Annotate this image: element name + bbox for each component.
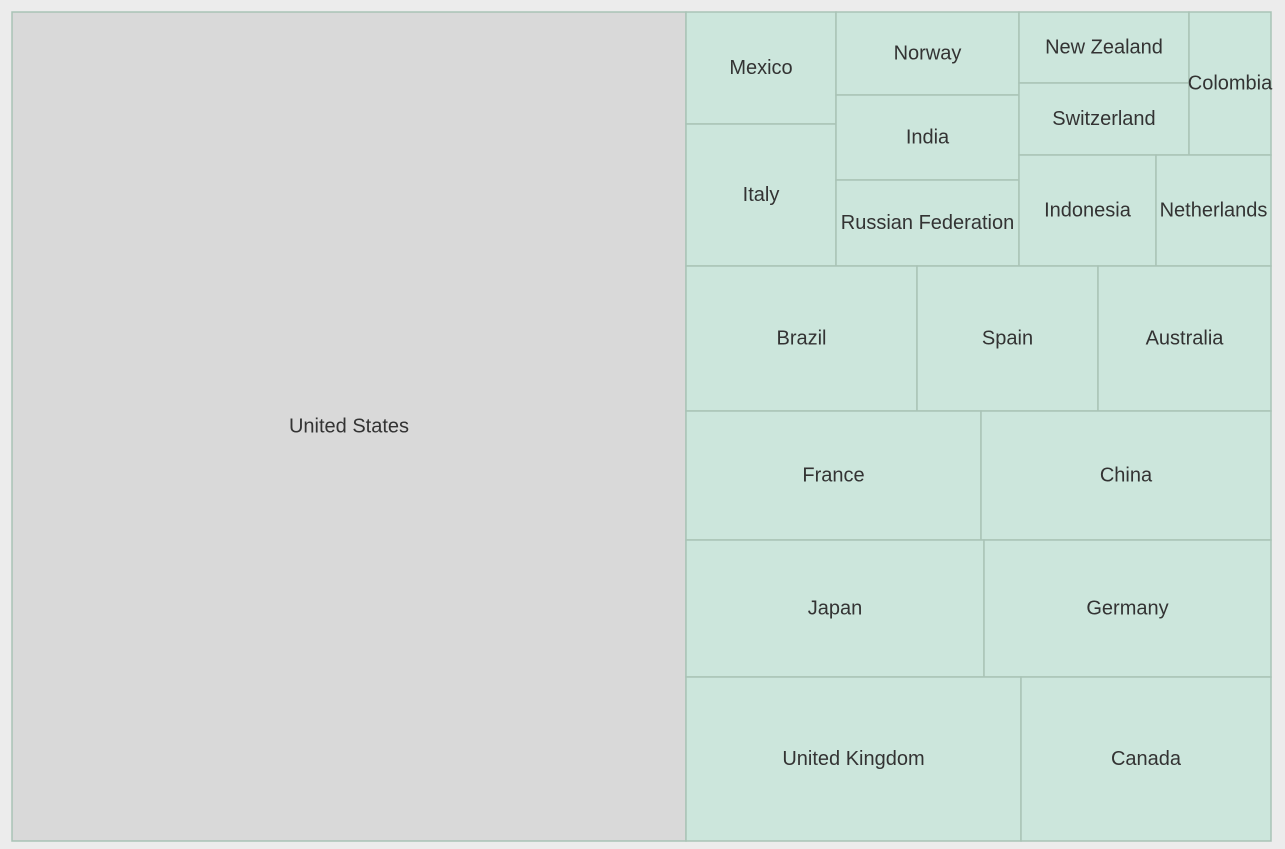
treemap-cell-united-kingdom[interactable]: United Kingdom — [685, 676, 1022, 842]
treemap-cell-rect[interactable] — [1020, 676, 1272, 842]
treemap-cell-label: India — [906, 127, 950, 149]
treemap-cell-label: Spain — [982, 328, 1033, 350]
treemap-cell-label: New Zealand — [1045, 37, 1163, 59]
treemap-cell-label: Netherlands — [1160, 200, 1268, 222]
treemap-cell-rect[interactable] — [1018, 11, 1190, 84]
treemap-cell-label: China — [1100, 465, 1153, 487]
treemap-cell-colombia[interactable]: Colombia — [1188, 11, 1273, 156]
treemap-cell-label: Australia — [1146, 328, 1225, 350]
treemap-cell-label: United States — [289, 416, 409, 438]
treemap-cell-india[interactable]: India — [835, 94, 1020, 181]
treemap-cell-rect[interactable] — [685, 410, 982, 541]
treemap-cell-spain[interactable]: Spain — [916, 265, 1099, 412]
treemap-cell-label: Italy — [743, 184, 780, 206]
treemap-cell-rect[interactable] — [983, 539, 1272, 678]
treemap-cell-australia[interactable]: Australia — [1097, 265, 1272, 412]
treemap-cell-france[interactable]: France — [685, 410, 982, 541]
treemap-cell-norway[interactable]: Norway — [835, 11, 1020, 96]
treemap-cell-rect[interactable] — [1018, 154, 1157, 267]
treemap-cell-canada[interactable]: Canada — [1020, 676, 1272, 842]
treemap-cell-japan[interactable]: Japan — [685, 539, 985, 678]
treemap-cell-label: United Kingdom — [782, 748, 924, 770]
treemap-cells: United States Mexico Italy Norway India Russi… — [11, 11, 1273, 842]
treemap-cell-switzerland[interactable]: Switzerland — [1018, 82, 1190, 156]
treemap-cell-rect[interactable] — [1097, 265, 1272, 412]
treemap-cell-rect[interactable] — [916, 265, 1099, 412]
treemap-cell-mexico[interactable]: Mexico — [685, 11, 837, 125]
treemap-cell-brazil[interactable]: Brazil — [685, 265, 918, 412]
treemap-cell-rect[interactable] — [980, 410, 1272, 541]
treemap-cell-rect[interactable] — [685, 676, 1022, 842]
treemap-cell-rect[interactable] — [685, 123, 837, 267]
treemap-cell-netherlands[interactable]: Netherlands — [1155, 154, 1272, 267]
treemap-cell-label: Norway — [894, 43, 962, 65]
treemap-cell-united-states[interactable]: United States — [11, 11, 687, 842]
treemap-cell-label: Switzerland — [1052, 108, 1155, 130]
treemap-cell-label: Mexico — [729, 57, 792, 79]
treemap-cell-russian-federation[interactable]: Russian Federation — [835, 179, 1020, 267]
treemap-cell-rect[interactable] — [11, 11, 687, 842]
treemap-cell-rect[interactable] — [1188, 11, 1272, 156]
treemap-cell-indonesia[interactable]: Indonesia — [1018, 154, 1157, 267]
treemap-cell-label: Japan — [808, 598, 863, 620]
treemap-cell-label: Russian Federation — [841, 212, 1014, 234]
treemap-cell-italy[interactable]: Italy — [685, 123, 837, 267]
treemap-cell-label: France — [802, 465, 864, 487]
treemap-cell-label: Germany — [1086, 598, 1168, 620]
treemap-cell-label: Canada — [1111, 748, 1182, 770]
treemap-cell-new-zealand[interactable]: New Zealand — [1018, 11, 1190, 84]
treemap-cell-label: Colombia — [1188, 73, 1273, 95]
treemap-cell-rect[interactable] — [685, 539, 985, 678]
treemap-cell-label: Indonesia — [1044, 200, 1132, 222]
treemap-cell-label: Brazil — [776, 328, 826, 350]
treemap-cell-china[interactable]: China — [980, 410, 1272, 541]
treemap-cell-rect[interactable] — [685, 265, 918, 412]
treemap-cell-rect[interactable] — [1018, 82, 1190, 156]
treemap-cell-germany[interactable]: Germany — [983, 539, 1272, 678]
treemap-cell-rect[interactable] — [685, 11, 837, 125]
